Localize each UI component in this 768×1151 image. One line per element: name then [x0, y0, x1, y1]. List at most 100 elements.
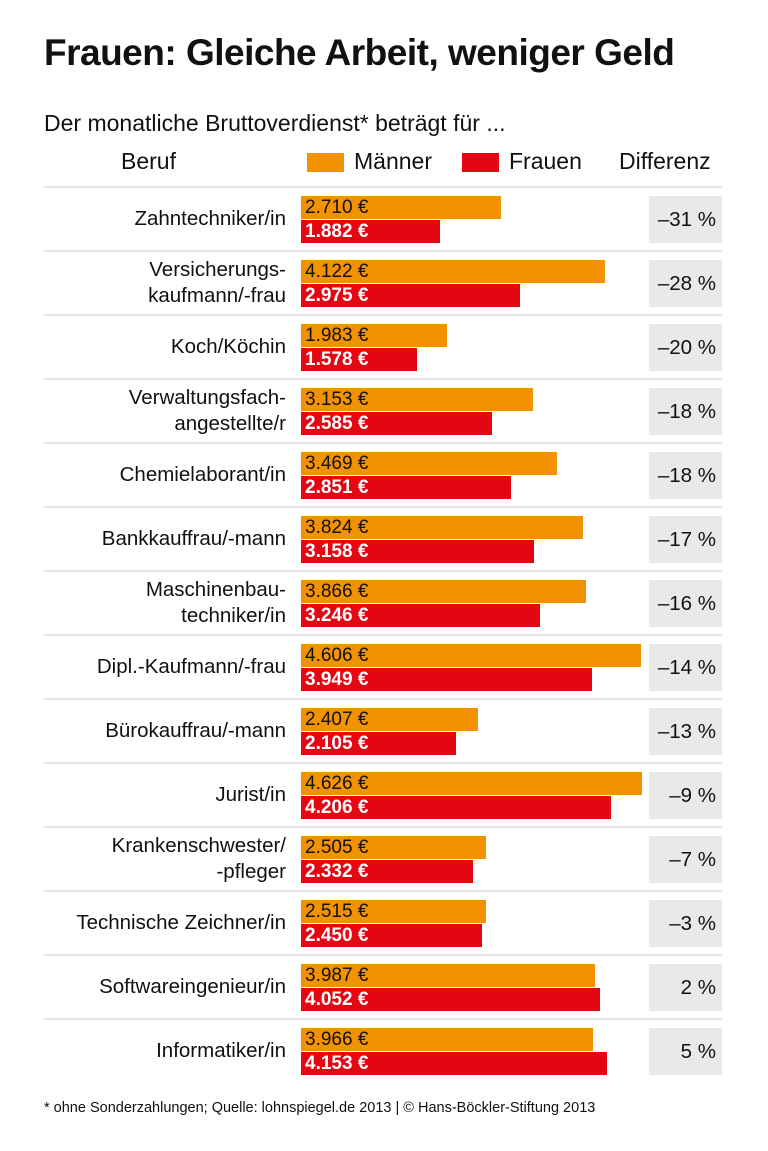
bar-maenner: 3.987 €	[301, 964, 595, 987]
bar-maenner: 2.515 €	[301, 900, 487, 923]
chart-row: Informatiker/in 3.966 € 4.153 € 5 %	[44, 1018, 722, 1082]
data-label: 3.153 €	[305, 389, 369, 410]
data-label: 2.710 €	[305, 197, 369, 218]
chart-row: Maschinenbau- techniker/in 3.866 € 3.246 €…	[44, 570, 722, 634]
bar-maenner: 2.710 €	[301, 196, 501, 219]
bar-frauen: 3.949 €	[301, 668, 593, 691]
data-label: 2.332 €	[305, 861, 369, 882]
legend-label-frauen: Frauen	[509, 148, 582, 174]
data-label: 3.866 €	[305, 581, 369, 602]
data-label: 2.975 €	[305, 285, 369, 306]
legend-swatch-maenner	[307, 153, 344, 172]
data-label: 3.987 €	[305, 965, 369, 986]
difference-value: –18 %	[649, 388, 722, 435]
data-label: 1.882 €	[305, 221, 369, 242]
chart-row: Verwaltungsfach- angestellte/r 3.153 € 2.5…	[44, 378, 722, 442]
chart-row: Softwareingenieur/in 3.987 € 4.052 € 2 %	[44, 954, 722, 1018]
chart-row: Jurist/in 4.626 € 4.206 € –9 %	[44, 762, 722, 826]
data-label: 3.246 €	[305, 605, 369, 626]
bar-frauen: 2.585 €	[301, 412, 492, 435]
header-differenz: Differenz	[619, 148, 711, 174]
chart-title: Frauen: Gleiche Arbeit, weniger Geld	[44, 32, 675, 73]
chart-row: Krankenschwester/ -pfleger 2.505 € 2.332 €…	[44, 826, 722, 890]
data-label: 2.407 €	[305, 709, 369, 730]
data-label: 3.949 €	[305, 669, 369, 690]
data-label: 4.606 €	[305, 645, 369, 666]
chart-subtitle: Der monatliche Bruttoverdienst* beträgt …	[44, 110, 506, 136]
category-label: Zahntechniker/in	[134, 207, 286, 230]
header-beruf: Beruf	[121, 148, 176, 174]
data-label: 2.105 €	[305, 733, 369, 754]
bar-maenner: 3.469 €	[301, 452, 557, 475]
difference-value: –16 %	[649, 580, 722, 627]
bar-frauen: 4.052 €	[301, 988, 600, 1011]
category-label: Softwareingenieur/in	[99, 975, 286, 998]
chart-row: Bankkauffrau/-mann 3.824 € 3.158 € –17 %	[44, 506, 722, 570]
chart-row: Bürokauffrau/-mann 2.407 € 2.105 € –13 %	[44, 698, 722, 762]
category-label: Dipl.-Kaufmann/-frau	[96, 655, 286, 678]
category-label: Informatiker/in	[156, 1039, 286, 1062]
difference-value: –17 %	[649, 516, 722, 563]
category-label: Versicherungs- kaufmann/-frau	[148, 258, 286, 307]
difference-value: –14 %	[649, 644, 722, 691]
category-label: Krankenschwester/ -pfleger	[111, 834, 286, 883]
data-label: 4.122 €	[305, 261, 369, 282]
data-label: 2.851 €	[305, 477, 369, 498]
data-label: 4.052 €	[305, 989, 369, 1010]
difference-value: –3 %	[649, 900, 722, 947]
data-label: 2.450 €	[305, 925, 369, 946]
footer-note: * ohne Sonderzahlungen; Quelle: lohnspie…	[44, 1100, 596, 1116]
data-label: 4.626 €	[305, 773, 369, 794]
data-label: 1.983 €	[305, 325, 369, 346]
data-label: 4.206 €	[305, 797, 369, 818]
category-label: Chemielaborant/in	[119, 463, 286, 486]
data-label: 1.578 €	[305, 349, 369, 370]
chart-row: Versicherungs- kaufmann/-frau 4.122 € 2.97…	[44, 250, 722, 314]
data-label: 2.515 €	[305, 901, 369, 922]
bar-maenner: 1.983 €	[301, 324, 448, 347]
difference-value: –31 %	[649, 196, 722, 243]
category-label: Bürokauffrau/-mann	[105, 719, 286, 742]
data-label: 3.966 €	[305, 1029, 369, 1050]
bar-frauen: 2.105 €	[301, 732, 457, 755]
chart-row: Zahntechniker/in 2.710 € 1.882 € –31 %	[44, 186, 722, 250]
bar-maenner: 4.606 €	[301, 644, 641, 667]
data-label: 2.505 €	[305, 837, 369, 858]
difference-value: –18 %	[649, 452, 722, 499]
data-label: 4.153 €	[305, 1053, 369, 1074]
chart-row: Technische Zeichner/in 2.515 € 2.450 € –3 %	[44, 890, 722, 954]
bar-maenner: 2.505 €	[301, 836, 486, 859]
difference-value: –28 %	[649, 260, 722, 307]
difference-value: –13 %	[649, 708, 722, 755]
data-label: 3.158 €	[305, 541, 369, 562]
bar-maenner: 2.407 €	[301, 708, 479, 731]
bar-frauen: 2.851 €	[301, 476, 512, 499]
bar-frauen: 2.975 €	[301, 284, 521, 307]
bar-frauen: 3.246 €	[301, 604, 541, 627]
difference-value: 5 %	[649, 1028, 722, 1075]
data-label: 3.469 €	[305, 453, 369, 474]
legend-swatch-frauen	[462, 153, 499, 172]
category-label: Maschinenbau- techniker/in	[145, 578, 286, 627]
category-label: Jurist/in	[215, 783, 286, 806]
bar-frauen: 1.882 €	[301, 220, 440, 243]
bar-frauen: 1.578 €	[301, 348, 418, 371]
data-label: 3.824 €	[305, 517, 369, 538]
chart-row: Dipl.-Kaufmann/-frau 4.606 € 3.949 € –14 %	[44, 634, 722, 698]
category-label: Koch/Köchin	[170, 335, 286, 358]
legend-label-maenner: Männer	[354, 148, 432, 174]
chart-row: Chemielaborant/in 3.469 € 2.851 € –18 %	[44, 442, 722, 506]
difference-value: –20 %	[649, 324, 722, 371]
bar-maenner: 3.866 €	[301, 580, 586, 603]
difference-value: –9 %	[649, 772, 722, 819]
data-label: 2.585 €	[305, 413, 369, 434]
bar-maenner: 4.122 €	[301, 260, 605, 283]
bar-frauen: 3.158 €	[301, 540, 534, 563]
category-label: Bankkauffrau/-mann	[101, 527, 286, 550]
bar-frauen: 4.206 €	[301, 796, 612, 819]
chart-row: Koch/Köchin 1.983 € 1.578 € –20 %	[44, 314, 722, 378]
category-label: Technische Zeichner/in	[76, 911, 286, 934]
bar-maenner: 3.824 €	[301, 516, 583, 539]
bar-maenner: 3.966 €	[301, 1028, 594, 1051]
